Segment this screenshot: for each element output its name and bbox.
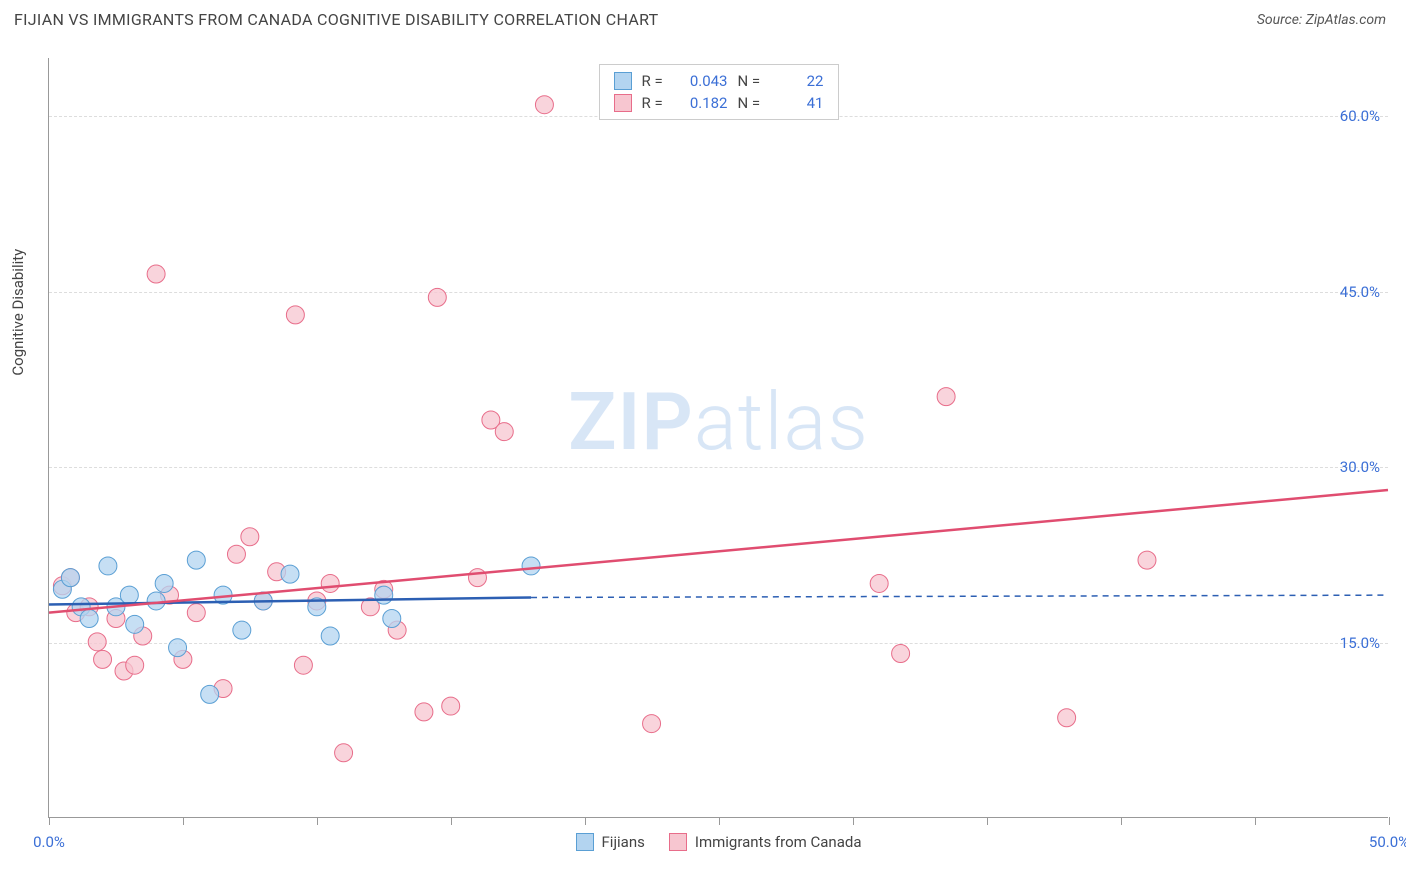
chart-area: ZIPatlas 15.0%30.0%45.0%60.0% 0.0%50.0% … bbox=[48, 58, 1388, 818]
data-point bbox=[126, 656, 144, 674]
data-point bbox=[335, 744, 353, 762]
data-point bbox=[147, 592, 165, 610]
data-point bbox=[201, 685, 219, 703]
data-point bbox=[286, 306, 304, 324]
x-tick-label: 50.0% bbox=[1369, 833, 1406, 851]
legend-swatch-fijians-icon bbox=[576, 833, 594, 851]
legend-row-fijians: R = 0.043 N = 22 bbox=[614, 70, 824, 92]
data-point bbox=[1138, 551, 1156, 569]
x-tick bbox=[49, 817, 50, 825]
data-point bbox=[61, 569, 79, 587]
data-point bbox=[99, 557, 117, 575]
data-point bbox=[294, 656, 312, 674]
x-tick bbox=[1255, 817, 1256, 825]
source-label: Source: ZipAtlas.com bbox=[1257, 12, 1386, 28]
x-tick bbox=[317, 817, 318, 825]
data-point bbox=[80, 610, 98, 628]
trend-line bbox=[49, 490, 1388, 613]
trend-line-dashed bbox=[531, 595, 1388, 597]
x-tick bbox=[1389, 817, 1390, 825]
data-point bbox=[375, 586, 393, 604]
legend-swatch-canada-icon bbox=[669, 833, 687, 851]
data-point bbox=[321, 574, 339, 592]
x-tick bbox=[183, 817, 184, 825]
data-point bbox=[155, 574, 173, 592]
data-point bbox=[643, 715, 661, 733]
scatter-plot bbox=[49, 58, 1388, 817]
data-point bbox=[937, 388, 955, 406]
legend-series: Fijians Immigrants from Canada bbox=[576, 833, 862, 851]
data-point bbox=[495, 423, 513, 441]
x-tick bbox=[451, 817, 452, 825]
data-point bbox=[147, 265, 165, 283]
data-point bbox=[169, 639, 187, 657]
x-tick bbox=[719, 817, 720, 825]
x-tick bbox=[853, 817, 854, 825]
data-point bbox=[187, 604, 205, 622]
legend-stats: R = 0.043 N = 22 R = 0.182 N = 41 bbox=[599, 64, 839, 120]
legend-swatch-fijians bbox=[614, 72, 632, 90]
data-point bbox=[241, 528, 259, 546]
title-bar: FIJIAN VS IMMIGRANTS FROM CANADA COGNITI… bbox=[0, 0, 1406, 35]
y-axis-label: Cognitive Disability bbox=[9, 249, 27, 376]
x-tick bbox=[987, 817, 988, 825]
data-point bbox=[227, 545, 245, 563]
x-tick-label: 0.0% bbox=[33, 833, 65, 851]
data-point bbox=[187, 551, 205, 569]
legend-row-canada: R = 0.182 N = 41 bbox=[614, 92, 824, 114]
legend-item-fijians: Fijians bbox=[576, 833, 645, 851]
data-point bbox=[870, 574, 888, 592]
data-point bbox=[120, 586, 138, 604]
data-point bbox=[522, 557, 540, 575]
data-point bbox=[535, 96, 553, 114]
chart-title: FIJIAN VS IMMIGRANTS FROM CANADA COGNITI… bbox=[14, 10, 658, 29]
data-point bbox=[428, 288, 446, 306]
data-point bbox=[233, 621, 251, 639]
x-tick bbox=[1121, 817, 1122, 825]
data-point bbox=[468, 569, 486, 587]
data-point bbox=[94, 650, 112, 668]
legend-swatch-canada bbox=[614, 94, 632, 112]
legend-item-canada: Immigrants from Canada bbox=[669, 833, 862, 851]
data-point bbox=[442, 697, 460, 715]
x-tick bbox=[585, 817, 586, 825]
data-point bbox=[415, 703, 433, 721]
data-point bbox=[88, 633, 106, 651]
data-point bbox=[281, 565, 299, 583]
data-point bbox=[892, 645, 910, 663]
data-point bbox=[1058, 709, 1076, 727]
data-point bbox=[383, 610, 401, 628]
data-point bbox=[126, 615, 144, 633]
data-point bbox=[321, 627, 339, 645]
